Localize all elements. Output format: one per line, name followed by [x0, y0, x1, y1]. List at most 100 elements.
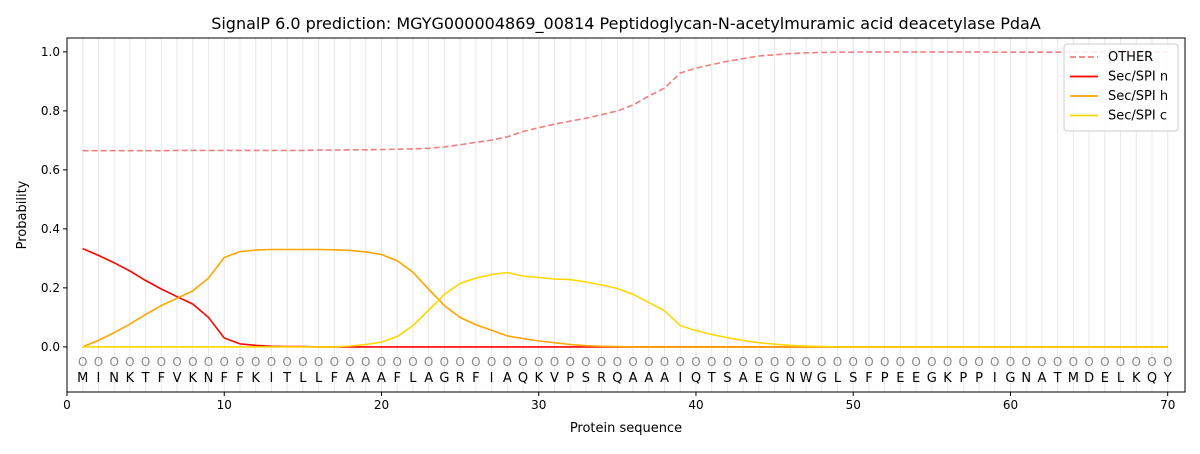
chart-title: SignalP 6.0 prediction: MGYG000004869_00… — [211, 14, 1041, 34]
region-label: O — [440, 355, 449, 369]
region-label: O — [927, 355, 936, 369]
residue-label: F — [221, 371, 228, 386]
residue-label: D — [1084, 371, 1094, 386]
residue-label: P — [959, 371, 967, 386]
x-tick-label: 60 — [1003, 398, 1018, 412]
region-label: O — [377, 355, 386, 369]
residue-label: A — [424, 371, 433, 386]
residue-grid — [82, 38, 1169, 392]
region-label: O — [141, 355, 150, 369]
region-label: O — [94, 355, 103, 369]
residue-label: P — [566, 371, 574, 386]
region-label: O — [801, 355, 810, 369]
residue-label: M — [1068, 371, 1079, 386]
region-label: O — [707, 355, 716, 369]
region-label: O — [204, 355, 213, 369]
residue-label: Q — [691, 371, 701, 386]
legend-label: Sec/SPI c — [1108, 109, 1167, 124]
series-line-sec-spi-n — [82, 247, 1168, 348]
x-axis-ticks: 0 10 20 30 40 50 60 70 — [63, 392, 1175, 412]
residue-label: E — [896, 371, 904, 386]
region-label: O — [282, 355, 291, 369]
region-label: O — [330, 355, 339, 369]
residue-label: I — [678, 371, 682, 386]
region-label: O — [487, 355, 496, 369]
region-label: O — [597, 355, 606, 369]
region-label: O — [518, 355, 527, 369]
region-label: O — [251, 355, 260, 369]
y-tick-label: 0.2 — [41, 281, 60, 295]
legend-label: Sec/SPI n — [1108, 70, 1168, 85]
region-label: O — [880, 355, 889, 369]
region-label: O — [817, 355, 826, 369]
residue-label: N — [204, 371, 214, 386]
residue-label: G — [439, 371, 449, 386]
residue-label: Q — [518, 371, 528, 386]
region-label: O — [565, 355, 574, 369]
region-label: O — [1084, 355, 1093, 369]
residue-label: K — [534, 371, 543, 386]
region-label: O — [911, 355, 920, 369]
x-tick-label: 30 — [531, 398, 546, 412]
region-label: O — [1100, 355, 1109, 369]
residue-label: I — [269, 371, 273, 386]
region-label: O — [1116, 355, 1125, 369]
region-label: O — [172, 355, 181, 369]
residue-label: F — [393, 371, 400, 386]
region-label: O — [503, 355, 512, 369]
residue-label: A — [660, 371, 669, 386]
residue-label: I — [97, 371, 101, 386]
y-axis-label: Probability — [15, 180, 30, 249]
residue-label: A — [644, 371, 653, 386]
residue-label: S — [723, 371, 731, 386]
region-label: O — [1132, 355, 1141, 369]
region-label: O — [660, 355, 669, 369]
residue-label: S — [582, 371, 590, 386]
region-label: O — [990, 355, 999, 369]
residue-label: K — [251, 371, 260, 386]
region-label: O — [786, 355, 795, 369]
residue-label: K — [126, 371, 135, 386]
residue-label: R — [597, 371, 606, 386]
residue-label: A — [629, 371, 638, 386]
residue-label: I — [993, 371, 997, 386]
region-label: O — [345, 355, 354, 369]
residue-label: A — [1037, 371, 1046, 386]
region-label: O — [1163, 355, 1172, 369]
residue-label: F — [158, 371, 165, 386]
region-label: O — [188, 355, 197, 369]
series-lines — [82, 51, 1168, 348]
residue-label: L — [409, 371, 417, 386]
residue-label: T — [282, 371, 291, 386]
residue-label: F — [472, 371, 479, 386]
residue-label: G — [817, 371, 827, 386]
region-label: O — [408, 355, 417, 369]
x-tick-label: 50 — [846, 398, 861, 412]
residue-label: P — [975, 371, 983, 386]
region-label: O — [943, 355, 952, 369]
region-label: O — [550, 355, 559, 369]
region-label: O — [644, 355, 653, 369]
sequence-labels: OMOIONOKOTOFOVOKONOFOFOKOIOTOLOLOFOAOAOA… — [77, 355, 1172, 386]
plot-frame — [66, 37, 1186, 393]
region-label: O — [581, 355, 590, 369]
x-tick-label: 0 — [63, 398, 71, 412]
residue-label: E — [755, 371, 763, 386]
region-label: O — [1006, 355, 1015, 369]
region-label: O — [314, 355, 323, 369]
region-label: O — [628, 355, 637, 369]
residue-label: L — [299, 371, 307, 386]
residue-label: R — [456, 371, 465, 386]
region-label: O — [157, 355, 166, 369]
residue-label: T — [1053, 371, 1062, 386]
region-label: O — [392, 355, 401, 369]
series-line-other — [82, 51, 1168, 152]
region-label: O — [361, 355, 370, 369]
x-tick-label: 40 — [688, 398, 703, 412]
region-label: O — [125, 355, 134, 369]
region-label: O — [1069, 355, 1078, 369]
residue-label: P — [881, 371, 889, 386]
region-label: O — [770, 355, 779, 369]
region-label: O — [1021, 355, 1030, 369]
